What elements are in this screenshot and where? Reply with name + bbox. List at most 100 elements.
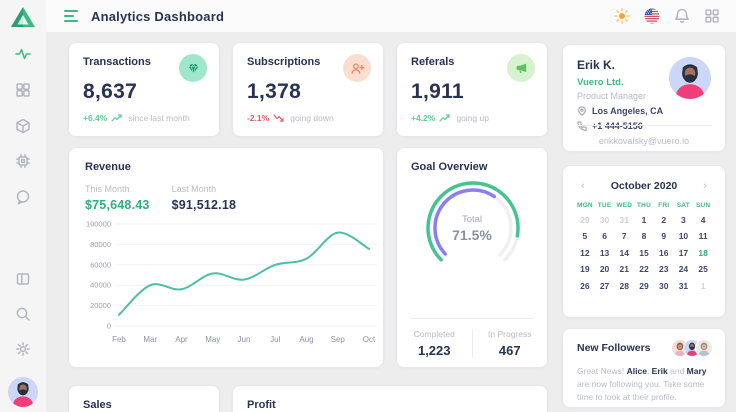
calendar-weekday: SUN bbox=[695, 202, 711, 209]
x-axis-label: May bbox=[205, 335, 220, 344]
calendar-day[interactable]: 6 bbox=[602, 231, 607, 241]
menu-toggle-icon[interactable] bbox=[64, 10, 79, 22]
gauge-arc-outer bbox=[426, 181, 520, 262]
calendar-weekday: SAT bbox=[676, 202, 690, 209]
stat-value: 1,378 bbox=[247, 80, 302, 103]
calendar-day[interactable]: 25 bbox=[698, 264, 708, 274]
profile-email[interactable]: erikkovalsky@vuero.io bbox=[577, 125, 711, 146]
profit-title: Profit bbox=[247, 399, 276, 411]
profile-location: Los Angeles, CA bbox=[592, 106, 664, 116]
this-month-block: This Month $75,648.43 bbox=[85, 184, 150, 212]
calendar-day[interactable]: 3 bbox=[681, 214, 686, 225]
last-month-value: $91,512.18 bbox=[171, 198, 237, 212]
calendar-day[interactable]: 11 bbox=[698, 231, 708, 241]
stat-note: going down bbox=[290, 113, 334, 123]
calendar-day[interactable]: 26 bbox=[580, 280, 590, 291]
follower-name[interactable]: Erik bbox=[651, 366, 668, 376]
follower-name[interactable]: Mary bbox=[686, 366, 707, 376]
sidebar-user-avatar[interactable] bbox=[8, 377, 38, 407]
follower-avatars bbox=[671, 339, 713, 357]
chat-icon[interactable] bbox=[15, 189, 31, 205]
calendar-day[interactable]: 24 bbox=[678, 264, 689, 274]
calendar-prev-button[interactable]: ‹ bbox=[581, 180, 585, 192]
calendar-day[interactable]: 15 bbox=[639, 247, 649, 258]
calendar-card: ‹ October 2020 › MON TUE WED THU FRI SAT SUN 29… bbox=[562, 165, 726, 318]
user-plus-icon bbox=[343, 54, 371, 82]
calendar-day[interactable]: 21 bbox=[619, 264, 630, 274]
calendar-day[interactable]: 23 bbox=[658, 264, 669, 274]
page-title: Analytics Dashboard bbox=[91, 8, 225, 24]
followers-message: Great News! Alice, Erik and Mary are now… bbox=[577, 365, 711, 405]
x-axis-label: Jul bbox=[270, 335, 280, 344]
phone-icon bbox=[577, 121, 587, 131]
box-icon[interactable] bbox=[15, 118, 31, 134]
subscriptions-card: Subscriptions 1,378 -2.1% going down bbox=[232, 42, 384, 137]
calendar-day[interactable]: 1 bbox=[641, 214, 647, 225]
cpu-icon[interactable] bbox=[15, 153, 31, 169]
followers-text-segment: , bbox=[646, 366, 652, 376]
calendar-day-selected[interactable]: 18 bbox=[698, 247, 708, 258]
calendar-next-button[interactable]: › bbox=[703, 180, 707, 192]
goal-overview-card: Goal Overview Total 71.5% Completed 1,22… bbox=[396, 147, 548, 368]
calendar-day[interactable]: 29 bbox=[580, 214, 590, 225]
calendar-day[interactable]: 30 bbox=[599, 214, 610, 225]
last-month-block: Last Month $91,512.18 bbox=[172, 184, 237, 212]
calendar-day[interactable]: 14 bbox=[619, 247, 630, 258]
calendar-day[interactable]: 7 bbox=[621, 231, 627, 241]
calendar-weekday: TUE bbox=[597, 202, 612, 209]
calendar-day[interactable]: 22 bbox=[639, 264, 649, 274]
bell-icon[interactable] bbox=[674, 8, 690, 24]
calendar-day[interactable]: 30 bbox=[658, 280, 669, 291]
layout-icon[interactable] bbox=[15, 271, 31, 287]
completed-label: Completed bbox=[413, 329, 455, 339]
follower-name[interactable]: Alice bbox=[626, 366, 647, 376]
trend-up-icon bbox=[111, 114, 122, 122]
calendar-day[interactable]: 12 bbox=[580, 247, 590, 258]
calendar-day[interactable]: 5 bbox=[582, 231, 588, 241]
y-axis-tick: 40000 bbox=[90, 281, 111, 290]
apps-grid-icon[interactable] bbox=[704, 8, 720, 24]
calendar-day[interactable]: 10 bbox=[678, 231, 689, 241]
goal-title: Goal Overview bbox=[411, 161, 488, 173]
new-followers-card: New Followers Great News! Alice, Erik an… bbox=[562, 328, 726, 408]
calendar-day[interactable]: 20 bbox=[599, 264, 610, 274]
calendar-weekday: THU bbox=[637, 202, 651, 209]
x-axis-label: Sep bbox=[331, 335, 346, 344]
vuero-logo-icon[interactable] bbox=[10, 6, 36, 28]
calendar-day[interactable]: 31 bbox=[678, 280, 689, 291]
sun-icon[interactable] bbox=[614, 8, 630, 24]
gear-icon[interactable] bbox=[15, 341, 31, 357]
calendar-day[interactable]: 1 bbox=[700, 280, 706, 291]
us-flag-icon[interactable] bbox=[644, 8, 660, 24]
calendar-day[interactable]: 8 bbox=[641, 231, 647, 241]
completed-value: 1,223 bbox=[417, 343, 451, 358]
followers-title: New Followers bbox=[577, 342, 651, 354]
followers-text-segment: Great News! bbox=[577, 366, 627, 376]
dashboard-grid-icon[interactable] bbox=[15, 82, 31, 98]
calendar-day[interactable]: 17 bbox=[678, 247, 689, 258]
calendar-day[interactable]: 28 bbox=[619, 280, 630, 291]
calendar-day[interactable]: 27 bbox=[599, 280, 610, 291]
calendar-weekday: WED bbox=[616, 202, 633, 209]
calendar-day[interactable]: 16 bbox=[658, 247, 669, 258]
calendar-day[interactable]: 31 bbox=[619, 214, 630, 225]
last-month-label: Last Month bbox=[171, 184, 217, 194]
profile-company[interactable]: Vuero Ltd. bbox=[577, 77, 624, 88]
sales-card: Sales bbox=[68, 385, 220, 412]
calendar-day[interactable]: 29 bbox=[639, 280, 649, 291]
calendar-day[interactable]: 2 bbox=[661, 214, 667, 225]
calendar-day[interactable]: 19 bbox=[580, 264, 590, 274]
calendar-day[interactable]: 4 bbox=[700, 214, 706, 225]
gauge-center-label: Total bbox=[461, 214, 483, 225]
activity-icon[interactable] bbox=[15, 46, 31, 62]
calendar-day[interactable]: 13 bbox=[599, 247, 610, 258]
calendar-day[interactable]: 9 bbox=[661, 231, 667, 241]
follower-avatar-mary[interactable] bbox=[695, 339, 713, 357]
x-axis-label: Jun bbox=[238, 335, 251, 344]
trend-down-icon bbox=[273, 114, 284, 122]
in-progress-label: In Progress bbox=[488, 329, 532, 339]
stat-note: going up bbox=[456, 113, 489, 123]
search-icon[interactable] bbox=[15, 306, 31, 322]
this-month-value: $75,648.43 bbox=[85, 198, 150, 212]
